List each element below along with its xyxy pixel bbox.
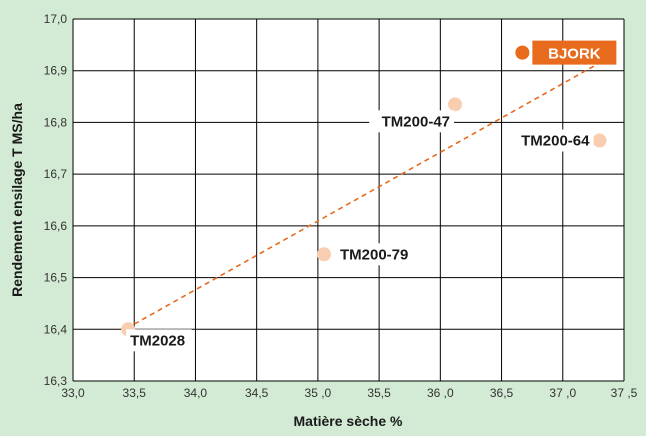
- highlight-label-bg: [532, 40, 617, 65]
- x-tick-label: 37 ,0: [549, 386, 576, 400]
- data-label: TM200-47: [382, 113, 450, 130]
- x-tick-label: 35 ,0: [305, 386, 332, 400]
- y-tick-label: 17,0: [44, 12, 68, 26]
- trendline-layer: [133, 62, 600, 325]
- x-tick-label: 36,5: [490, 386, 514, 400]
- x-tick-label: 37 ,5: [611, 386, 638, 400]
- y-tick-label: 16,5: [44, 271, 68, 285]
- y-tick-label: 16,4: [44, 322, 68, 336]
- data-point: [448, 97, 463, 112]
- x-tick-label: 33,5: [123, 386, 147, 400]
- data-label-bg: [126, 329, 192, 352]
- x-axis-title: Matière sèche %: [294, 413, 403, 429]
- y-tick-label: 16,8: [44, 115, 68, 129]
- data-point: [515, 45, 530, 60]
- points-layer: TM2028 TM200-79 TM200-47 TM200-64 BJORK: [121, 40, 617, 352]
- x-tick-label: 36 ,0: [427, 386, 454, 400]
- x-tick-label: 34,0: [184, 386, 208, 400]
- data-label-bg: [508, 129, 594, 152]
- x-tick-label: 35,5: [367, 386, 391, 400]
- data-point: [317, 247, 332, 262]
- data-label: TM200-79: [340, 246, 408, 263]
- data-label: TM200-64: [521, 133, 590, 150]
- y-tick-label: 16,7: [44, 167, 68, 181]
- data-point: [592, 133, 607, 148]
- tick-labels: 33,0 33,5 34,0 34,5 35 ,0 35,5 36 ,0 36,5 37 ,0 3…: [44, 12, 638, 400]
- y-axis-title: Rendement ensilage T MS/ha: [9, 103, 25, 297]
- data-label-bg: [336, 243, 421, 266]
- data-label: BJORK: [548, 46, 601, 63]
- y-tick-label: 16,6: [44, 219, 68, 233]
- y-tick-label: 16,9: [44, 64, 68, 78]
- data-label: TM2028: [130, 332, 185, 349]
- y-tick-label: 16,3: [44, 374, 68, 388]
- plot-area: [73, 19, 624, 381]
- trendline: [133, 62, 600, 325]
- x-tick-label: 34,5: [245, 386, 269, 400]
- x-tick-label: 33,0: [61, 386, 85, 400]
- data-label-bg: [369, 110, 455, 133]
